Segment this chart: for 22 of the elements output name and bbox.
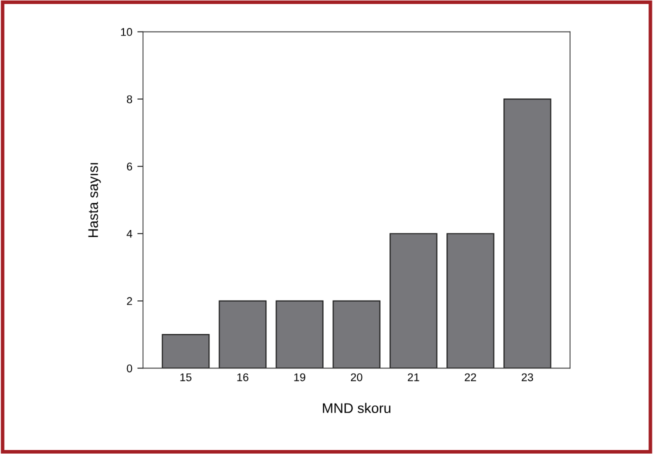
bar xyxy=(446,233,494,368)
x-tick-label: 21 xyxy=(408,373,420,382)
y-tick-label: 4 xyxy=(126,230,132,238)
y-tick-label: 8 xyxy=(126,95,132,104)
y-tick-label: 6 xyxy=(126,162,132,170)
bar xyxy=(162,334,210,368)
y-tick-label: 2 xyxy=(126,297,132,305)
bar xyxy=(276,300,324,368)
bar xyxy=(332,300,380,368)
x-tick-label: 20 xyxy=(350,373,362,382)
bar xyxy=(390,233,438,368)
bar xyxy=(218,300,267,368)
y-tick-label: 0 xyxy=(126,364,132,372)
x-tick-label: 15 xyxy=(180,373,192,382)
x-tick-label: 16 xyxy=(237,373,248,382)
x-tick-label: 19 xyxy=(294,373,306,382)
bar xyxy=(503,98,552,368)
x-tick-label: 22 xyxy=(464,373,476,382)
x-axis-title: MND skoru xyxy=(322,402,390,414)
x-tick-label: 23 xyxy=(522,373,534,382)
y-axis-title: Hasta sayısı xyxy=(88,163,101,238)
y-tick-label: 10 xyxy=(121,28,132,36)
